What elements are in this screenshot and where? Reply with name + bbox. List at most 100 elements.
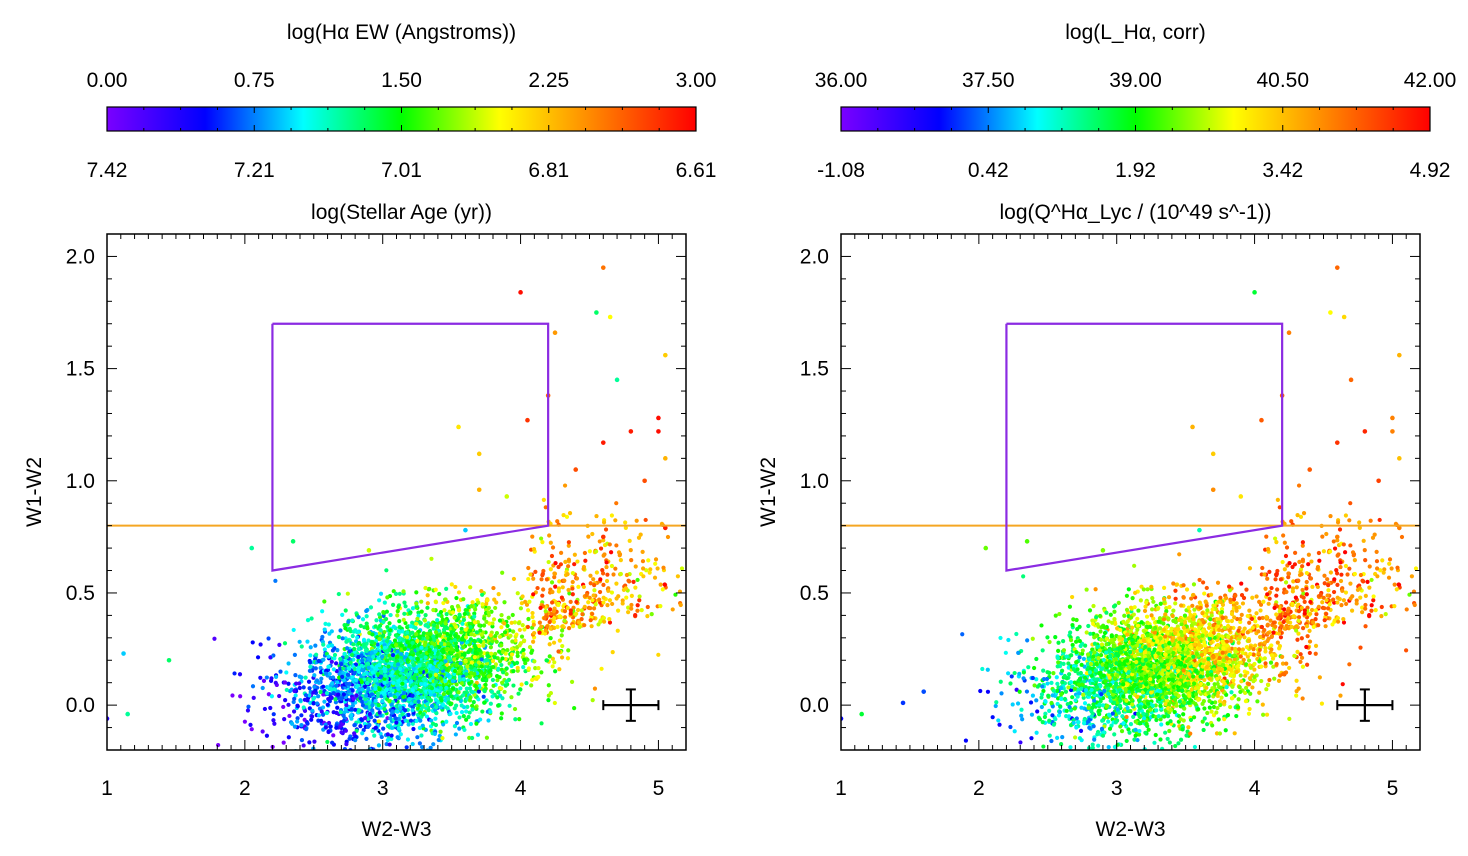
data-point xyxy=(581,566,586,571)
data-point xyxy=(343,750,347,754)
data-point xyxy=(418,718,423,723)
data-point xyxy=(383,673,388,678)
data-point xyxy=(418,670,423,675)
scatter-points xyxy=(107,265,685,758)
data-point xyxy=(470,735,475,741)
data-point xyxy=(489,651,494,656)
data-point xyxy=(614,581,619,586)
data-point xyxy=(400,681,405,686)
data-point xyxy=(416,696,421,701)
data-point xyxy=(353,707,358,712)
data-point xyxy=(325,739,330,745)
data-point xyxy=(481,673,486,678)
data-point xyxy=(646,558,651,563)
data-point xyxy=(582,550,587,556)
data-point xyxy=(341,677,346,683)
data-point xyxy=(637,598,642,603)
data-point xyxy=(588,618,593,623)
data-point xyxy=(405,658,410,663)
data-point xyxy=(531,639,536,644)
data-point xyxy=(594,513,599,519)
data-point xyxy=(652,575,658,580)
data-point xyxy=(433,672,438,677)
data-point xyxy=(370,640,375,645)
data-point xyxy=(307,693,312,698)
colorbar-bottom-tick-label: 3.42 xyxy=(1262,159,1303,182)
data-point xyxy=(1003,650,1008,655)
data-point xyxy=(467,657,472,662)
data-point xyxy=(420,712,426,717)
data-point xyxy=(382,629,387,635)
data-point xyxy=(505,623,510,628)
data-point xyxy=(302,717,307,722)
data-point xyxy=(419,645,424,650)
data-point xyxy=(447,609,452,614)
data-point xyxy=(581,584,586,590)
data-point xyxy=(434,688,439,693)
data-point xyxy=(511,576,517,582)
data-point xyxy=(1150,596,1155,601)
data-point xyxy=(266,692,271,697)
colorbar-top-tick-label: 0.00 xyxy=(87,69,128,92)
data-point xyxy=(531,547,537,552)
data-point xyxy=(473,607,478,612)
data-point xyxy=(329,629,334,634)
data-point xyxy=(1008,724,1013,730)
data-point xyxy=(329,643,335,648)
agn-wedge xyxy=(271,322,550,572)
data-point xyxy=(249,545,255,551)
data-point xyxy=(428,673,433,678)
data-point xyxy=(560,585,565,590)
data-point xyxy=(434,711,439,716)
data-point xyxy=(1296,631,1301,636)
data-point xyxy=(1068,638,1074,643)
data-point xyxy=(410,741,415,747)
data-point xyxy=(1018,740,1023,745)
data-point xyxy=(452,723,458,729)
data-point xyxy=(268,655,273,660)
data-point xyxy=(541,497,546,502)
data-point xyxy=(360,687,365,692)
data-point xyxy=(459,681,464,686)
data-point xyxy=(422,618,428,623)
data-point xyxy=(544,577,549,582)
data-point xyxy=(572,706,577,711)
data-point xyxy=(633,564,638,569)
data-point xyxy=(380,699,385,704)
data-point xyxy=(358,690,363,695)
data-point xyxy=(1083,643,1088,648)
data-point xyxy=(473,683,478,689)
data-point xyxy=(1164,606,1169,611)
data-point xyxy=(420,723,425,728)
data-point xyxy=(1068,687,1074,693)
data-point xyxy=(299,675,304,680)
data-point xyxy=(327,699,332,704)
data-point xyxy=(597,539,602,544)
data-point xyxy=(556,649,561,654)
data-point xyxy=(522,638,527,643)
data-point xyxy=(468,721,474,727)
data-point xyxy=(1298,659,1303,664)
data-point xyxy=(539,721,544,726)
data-point xyxy=(318,665,323,671)
data-point xyxy=(525,417,530,423)
data-point xyxy=(548,626,553,631)
data-point xyxy=(428,631,433,636)
data-point xyxy=(338,723,343,729)
data-point xyxy=(286,702,291,707)
data-point xyxy=(1116,600,1121,605)
data-point xyxy=(499,686,504,691)
data-point xyxy=(305,618,311,623)
data-point xyxy=(269,754,273,758)
data-point xyxy=(1110,764,1114,768)
data-point xyxy=(441,650,446,655)
data-point xyxy=(522,657,527,662)
data-point xyxy=(439,698,444,703)
data-point xyxy=(617,553,622,558)
data-point xyxy=(251,695,256,700)
data-point xyxy=(455,604,461,609)
data-point xyxy=(1138,598,1143,603)
data-point xyxy=(515,650,520,655)
data-point xyxy=(392,638,398,643)
data-point xyxy=(414,632,419,637)
